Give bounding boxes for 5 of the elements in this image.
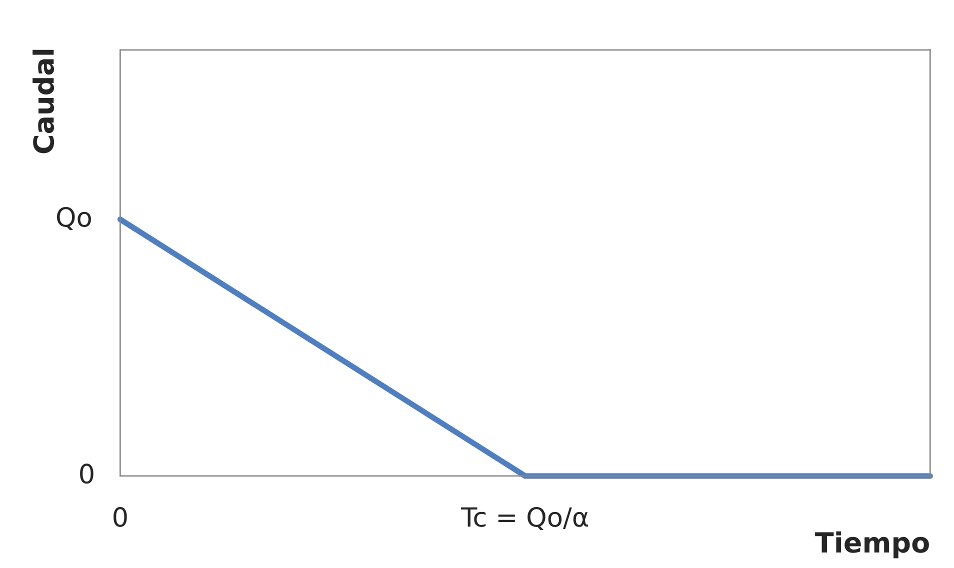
x-tick-label: Tc = Qo/α bbox=[460, 507, 588, 530]
text: 0 bbox=[80, 464, 94, 484]
x-axis-title: Tiempo bbox=[815, 531, 929, 558]
annotation: Qo bbox=[56, 207, 91, 230]
y-axis-title: Caudal bbox=[32, 50, 54, 154]
